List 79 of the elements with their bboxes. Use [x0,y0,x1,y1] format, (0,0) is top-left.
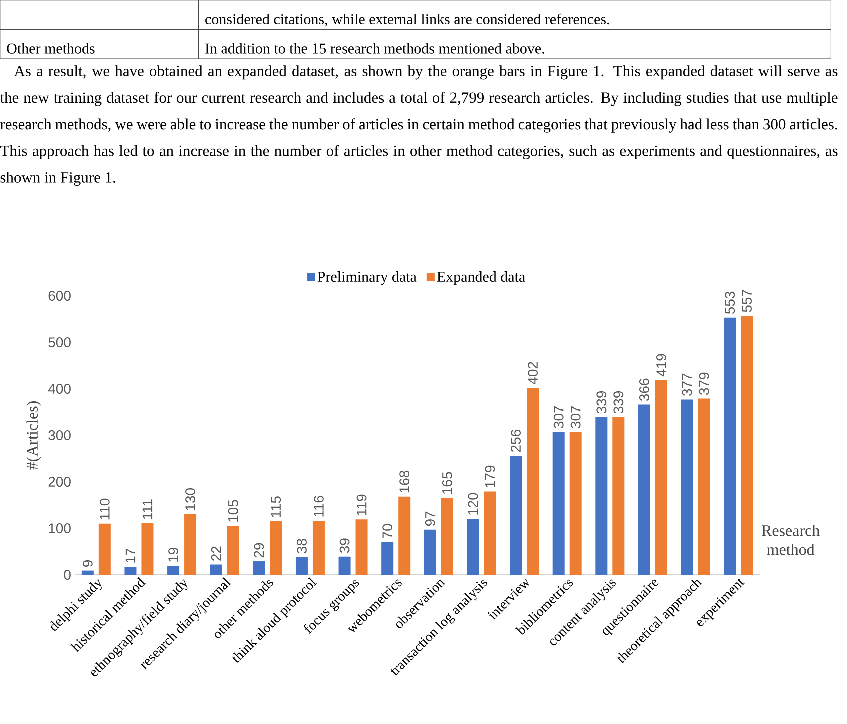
bar [638,404,650,575]
data-label: 105 [228,500,238,522]
bar [168,566,180,575]
data-label: 165 [442,472,452,494]
bar [681,400,694,575]
bar [570,432,582,575]
data-label: 9 [82,560,93,567]
data-label: 379 [699,372,710,396]
data-label: 339 [614,391,624,414]
text: Other methods [7,43,95,54]
bar [424,530,436,575]
data-label: 97 [425,512,436,526]
data-label: 29 [254,543,264,558]
text: In addition to the 15 research methods mentioned above. [206,43,544,54]
data-label: 179 [485,466,496,488]
data-label: 256 [511,430,521,452]
data-label: 307 [554,406,564,429]
bar [356,520,368,575]
data-label: 19 [168,548,178,562]
bar [142,523,154,575]
bar [312,521,325,575]
bar [210,564,222,575]
bar [398,496,411,575]
data-label: 119 [356,494,367,516]
data-label: 339 [596,391,607,414]
bar [441,498,454,575]
bar [82,570,94,575]
data-label: 377 [682,374,692,396]
y-tick-label: 300 [48,430,71,440]
data-label: 419 [656,354,666,377]
data-label: 38 [297,539,307,554]
data-label: 70 [382,524,393,539]
legend-label: Expanded data [437,272,526,286]
data-label: 553 [725,292,736,314]
bar [612,417,625,575]
data-label: 557 [742,290,752,312]
y-tick-label: 200 [48,477,71,487]
data-label: 39 [340,538,350,554]
bar [338,556,351,575]
bar [655,380,668,575]
data-label: 366 [640,378,650,402]
bar [296,557,308,575]
bar [124,567,137,575]
y-axis-title: #(Articles) [26,402,42,470]
y-tick-label: 100 [49,524,71,534]
text: As a result, we have obtained an expanded dataset, as shown by the orange bars in Figure 1. This expanded dataset will serve as the new training dataset for our current research and includes a total of 2,799 research articles. By including studies that use multiple research methods, we were able to increase the number of articles in certain method categories that previously had less than 300 articles. This approach has led to an increase in the number of articles in other method categories, such as experiments and questionnaires, as shown in Figure 1. [0,66,838,186]
bar [724,318,736,575]
y-tick-label: 500 [48,338,71,348]
data-label: 402 [528,362,538,385]
data-label: 115 [271,496,282,518]
y-tick-label: 600 [48,291,71,301]
data-label: 120 [468,493,478,515]
bar [184,514,197,575]
bar [596,417,608,575]
data-label: 130 [186,488,196,510]
y-tick-label: 400 [48,384,71,394]
bar [467,519,480,575]
data-label: 111 [142,500,153,520]
legend-label: Preliminary data [318,272,417,286]
bar [698,398,710,575]
bar [382,542,394,575]
bar [552,432,565,575]
bar [253,562,266,575]
bar [270,522,282,575]
data-label: 110 [100,498,110,520]
bar [98,524,111,575]
text: considered citations, while external links are considered references. [206,14,610,27]
bar [527,388,540,575]
bar [741,316,754,575]
data-label: 22 [211,546,222,561]
x-axis-title: Research method [762,524,820,556]
bar [510,456,522,575]
bar [484,492,496,575]
data-label: 17 [126,549,136,563]
data-label: 307 [570,406,581,429]
data-label: 116 [314,496,324,517]
bar [227,526,240,575]
data-label: 168 [400,470,410,493]
y-tick-label: 0 [64,570,71,580]
